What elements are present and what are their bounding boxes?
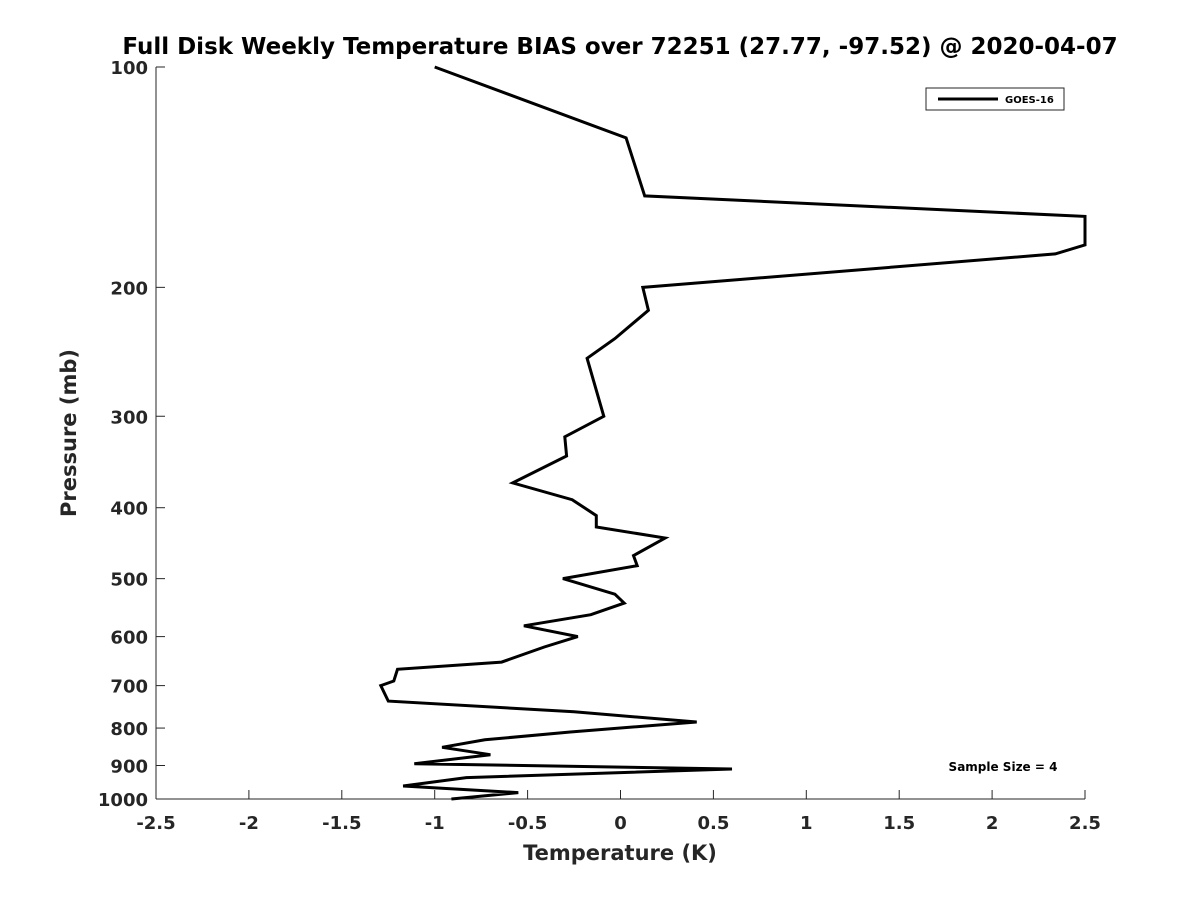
- x-tick-label: 1: [800, 813, 813, 834]
- x-tick-label: 2: [986, 813, 999, 834]
- y-tick-label: 400: [110, 499, 148, 520]
- y-tick-label: 700: [110, 677, 148, 698]
- x-tick-label: 0: [614, 813, 627, 834]
- x-tick-label: 0.5: [697, 813, 729, 834]
- y-tick-label: 900: [110, 757, 148, 778]
- legend-label-goes-16: GOES-16: [1005, 95, 1054, 106]
- x-tick-label: -1.5: [322, 813, 361, 834]
- x-tick-label: -2.5: [136, 813, 175, 834]
- legend: GOES-16: [925, 87, 1065, 111]
- x-axis-label: Temperature (K): [523, 841, 717, 865]
- y-tick-label: 600: [110, 628, 148, 649]
- y-tick-label: 200: [110, 278, 148, 299]
- y-axis-label: Pressure (mb): [57, 349, 81, 517]
- y-tick-label: 300: [110, 407, 148, 428]
- y-tick-label: 1000: [98, 790, 148, 811]
- y-tick-label: 500: [110, 570, 148, 591]
- x-tick-label: -2: [239, 813, 259, 834]
- sample-size-annotation: Sample Size = 4: [949, 760, 1058, 774]
- x-tick-label: -1: [425, 813, 445, 834]
- x-tick-label: 2.5: [1069, 813, 1101, 834]
- y-ticks: 100 200 300 400 500 600 700 800 900 1000: [98, 58, 165, 811]
- series-line-goes-16: [378, 65, 1087, 801]
- x-tick-label: 1.5: [883, 813, 915, 834]
- x-ticks: -2.5 -2 -1.5 -1 -0.5 0 0.5 1 1.5 2 2.5: [136, 790, 1101, 834]
- series-group: [378, 65, 1087, 801]
- plot-area: [156, 67, 1085, 799]
- y-tick-label: 800: [110, 719, 148, 740]
- chart-title: Full Disk Weekly Temperature BIAS over 7…: [122, 34, 1117, 60]
- x-tick-label: -0.5: [508, 813, 547, 834]
- y-tick-label: 100: [110, 58, 148, 79]
